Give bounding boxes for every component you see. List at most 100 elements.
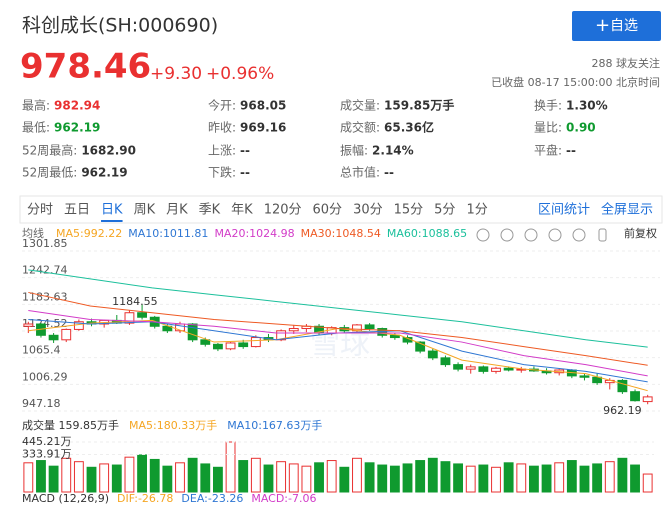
stat-label: 平盘:: [534, 143, 562, 158]
volume-bar: [36, 460, 46, 493]
volume-tick-label: 445.21万: [22, 435, 72, 448]
tab[interactable]: 月K: [166, 203, 188, 218]
volume-bar: [630, 464, 640, 493]
y-tick-label: 1065.4: [22, 344, 61, 357]
stat-label: 52周最低:: [22, 166, 77, 180]
volume-bar: [592, 463, 603, 493]
tab[interactable]: 年K: [231, 203, 253, 218]
ma-line: [28, 309, 648, 377]
volume-tick-label: 333.91万: [22, 447, 72, 460]
volume-bar: [604, 461, 615, 493]
volume-bar: [566, 460, 577, 493]
candle-body: [617, 379, 628, 393]
volume-bar: [453, 463, 464, 493]
candle-body: [225, 342, 236, 350]
volume-bar: [364, 462, 375, 493]
macd-legend: DIF:-26.78: [117, 492, 173, 505]
legend-entry: MA20:1024.98: [214, 227, 294, 240]
candle-body: [478, 366, 489, 372]
tab[interactable]: 30分: [353, 203, 383, 218]
candle-body: [238, 342, 249, 348]
stat-label: 最高:: [22, 98, 50, 113]
volume-bar: [377, 464, 388, 493]
stat-value: 159.85万手: [384, 98, 454, 113]
volume-bar: [149, 458, 160, 493]
stat-label: 上涨:: [208, 143, 236, 158]
volume-bar: [516, 463, 527, 493]
macd-legend: MACD (12,26,9): [22, 492, 109, 505]
tab[interactable]: 15分: [394, 203, 424, 218]
volume-bar: [415, 460, 426, 493]
tab[interactable]: 季K: [199, 203, 221, 218]
candle-body: [465, 366, 476, 370]
macd-legend: DEA:-23.26: [181, 492, 243, 505]
volume-bar: [402, 463, 413, 493]
volume-bar: [250, 457, 261, 493]
candle-body: [415, 341, 426, 352]
legend-entry: MA10:1011.81: [128, 227, 208, 240]
macd-legend: MACD:-7.06: [251, 492, 316, 505]
stat-label: 换手:: [534, 99, 562, 113]
tab[interactable]: 五日: [64, 203, 90, 218]
legend-entry: MA60:1088.65: [387, 227, 467, 240]
y-tick-label: 947.18: [22, 397, 61, 410]
volume-bar: [541, 464, 552, 493]
candle-body: [364, 324, 375, 330]
tab-right[interactable]: 区间统计: [538, 203, 590, 218]
tool-icons[interactable]: [476, 228, 607, 242]
volume-bar: [48, 465, 59, 493]
volume-bar: [225, 441, 236, 493]
candle-body: [491, 367, 501, 372]
stat-value: 1682.90: [81, 144, 136, 158]
volume-bar: [86, 466, 97, 493]
volume-bar: [162, 465, 173, 493]
volume-bar: [642, 473, 653, 493]
stat-value: 982.94: [54, 99, 100, 113]
volume-bar: [389, 465, 400, 493]
candle-body: [73, 321, 84, 330]
y-tick-label: 1006.29: [22, 370, 68, 383]
tab[interactable]: 60分: [313, 203, 343, 218]
stat-label: 振幅:: [340, 143, 368, 158]
stat-value: --: [240, 144, 250, 158]
volume-bar: [124, 456, 135, 493]
stat-value: 962.19: [81, 166, 127, 180]
plus-icon: +: [595, 15, 610, 36]
button-label[interactable]: 自选: [610, 18, 638, 34]
tab[interactable]: 120分: [264, 203, 302, 218]
tab-right[interactable]: 全屏显示: [601, 202, 653, 218]
change: +9.30: [150, 64, 202, 84]
volume-bar: [238, 460, 249, 493]
status: 已收盘 08-17 15:00:00 北京时间: [491, 75, 660, 89]
candle-body: [250, 337, 261, 348]
volume-legend: MA5:180.33万手: [129, 418, 217, 432]
tab-bar: [19, 195, 663, 224]
candle-body: [48, 334, 59, 341]
volume-bar: [503, 462, 514, 493]
tab[interactable]: 分时: [27, 203, 53, 218]
y-tick-label: 1301.85: [22, 237, 68, 250]
volume-bar: [465, 465, 476, 493]
tab[interactable]: 日K: [101, 203, 123, 218]
volume-bar: [491, 466, 501, 493]
adjust[interactable]: 前复权: [624, 226, 657, 240]
volume-bar: [73, 461, 84, 493]
tab[interactable]: 周K: [134, 203, 156, 218]
ma-label: 均线: [22, 226, 44, 240]
candle-body: [212, 343, 223, 350]
candle-body: [579, 375, 590, 378]
volume-bar: [61, 457, 72, 493]
volume-bar: [440, 461, 451, 493]
max-annotation: 1184.55: [112, 295, 158, 308]
followers: 288 球友关注: [592, 56, 661, 70]
follow-button[interactable]: [572, 11, 661, 41]
volume-bar: [175, 462, 185, 493]
y-tick-label: 1242.74: [22, 264, 68, 277]
tab[interactable]: 5分: [434, 203, 455, 218]
volume-bar: [137, 454, 148, 493]
stat-value: 1.30%: [566, 99, 608, 113]
volume-bar: [99, 463, 110, 493]
tab[interactable]: 1分: [466, 203, 487, 218]
min-annotation: 962.19: [603, 404, 642, 417]
